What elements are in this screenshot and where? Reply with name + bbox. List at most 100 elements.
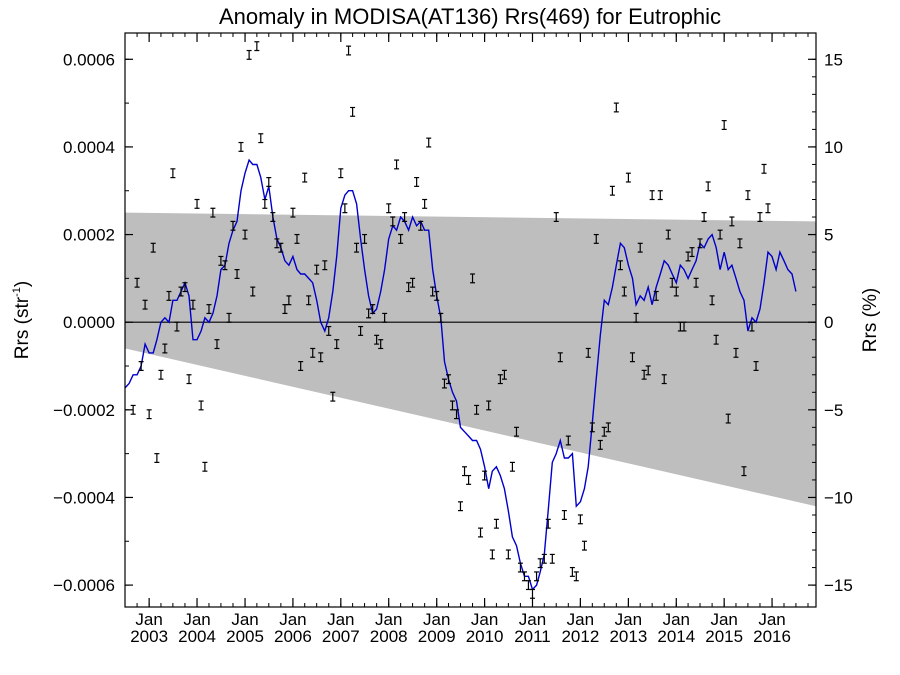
data-point-111 — [573, 571, 579, 582]
confidence-band — [125, 212, 816, 507]
data-point-21 — [214, 339, 220, 350]
x-tick-label-year: 2004 — [178, 627, 216, 646]
data-point-94 — [505, 549, 511, 560]
y-axis-label-main: Rrs (str — [12, 296, 33, 359]
x-tick-label-month: Jan — [710, 610, 737, 629]
data-point-139 — [685, 251, 691, 262]
data-point-68 — [402, 212, 408, 223]
data-point-132 — [657, 190, 663, 201]
data-point-32 — [258, 133, 264, 144]
x-tick-label-month: Jan — [423, 610, 450, 629]
data-point-147 — [717, 229, 723, 240]
data-point-138 — [681, 321, 687, 332]
data-point-24 — [226, 312, 232, 323]
data-point-31 — [254, 41, 260, 52]
data-point-29 — [246, 49, 252, 60]
data-point-18 — [202, 461, 208, 472]
data-point-101 — [534, 571, 540, 582]
x-tick-label-year: 2009 — [418, 627, 456, 646]
data-point-65 — [390, 216, 396, 227]
data-point-112 — [577, 514, 583, 525]
data-point-14 — [186, 374, 192, 385]
data-point-156 — [753, 361, 759, 371]
data-point-7 — [158, 369, 164, 380]
data-point-13 — [182, 282, 188, 293]
data-point-60 — [370, 304, 376, 315]
data-point-67 — [398, 233, 404, 244]
data-point-78 — [441, 378, 447, 389]
data-point-37 — [278, 242, 284, 253]
data-point-144 — [705, 181, 711, 192]
data-point-149 — [725, 413, 731, 424]
data-point-1 — [134, 277, 140, 288]
y-axis-label-close: ) — [12, 281, 33, 287]
data-point-158 — [761, 163, 767, 174]
data-point-103 — [541, 553, 547, 564]
data-point-44 — [306, 295, 312, 306]
band-layer — [125, 212, 816, 507]
data-point-120 — [609, 185, 615, 196]
data-point-56 — [354, 242, 360, 253]
data-point-81 — [454, 409, 460, 420]
data-point-5 — [150, 242, 156, 253]
data-point-159 — [765, 203, 771, 214]
data-point-110 — [569, 566, 575, 577]
data-point-23 — [222, 260, 228, 271]
data-point-154 — [745, 190, 751, 201]
running-mean-line — [124, 158, 797, 591]
data-point-133 — [661, 374, 667, 385]
data-point-39 — [286, 295, 292, 306]
x-tick-label-month: Jan — [519, 610, 546, 629]
x-tick-label-month: Jan — [231, 610, 258, 629]
data-point-96 — [513, 426, 519, 437]
x-tick-label-year: 2005 — [226, 627, 264, 646]
data-point-142 — [697, 238, 703, 249]
data-point-91 — [493, 518, 499, 529]
data-point-77 — [438, 312, 444, 323]
data-point-52 — [338, 168, 344, 179]
data-point-59 — [366, 308, 372, 319]
x-tick-label-year: 2013 — [609, 627, 647, 646]
y-axis-label-left: Rrs (str-1) — [11, 281, 33, 359]
data-point-136 — [673, 286, 679, 297]
data-point-6 — [154, 453, 160, 464]
data-point-17 — [198, 400, 204, 411]
chart-title: Anomaly in MODISA(AT136) Rrs(469) for Eu… — [219, 4, 721, 29]
data-point-53 — [342, 203, 348, 214]
x-tick-label-month: Jan — [567, 610, 594, 629]
y-tick-label-left: 0.0002 — [63, 226, 115, 245]
y-tick-label-right: −5 — [824, 401, 843, 420]
data-point-19 — [206, 304, 212, 315]
data-point-152 — [737, 238, 743, 249]
points-layer — [130, 41, 771, 599]
data-point-51 — [334, 339, 340, 350]
data-point-55 — [350, 106, 356, 117]
data-point-127 — [637, 242, 643, 253]
data-point-93 — [501, 369, 507, 380]
data-point-119 — [605, 422, 611, 433]
axes-layer: −0.0006 −0.0004 −0.0002 0.0000 0.0002 0.0004 0… — [53, 33, 853, 646]
x-tick-label-year: 2003 — [130, 627, 168, 646]
data-point-28 — [242, 229, 248, 240]
data-point-50 — [330, 391, 336, 402]
data-point-66 — [394, 159, 400, 170]
data-point-140 — [689, 247, 695, 258]
y-tick-label-right: 0 — [824, 313, 833, 332]
data-point-148 — [721, 120, 727, 130]
data-point-102 — [537, 558, 543, 569]
data-point-107 — [557, 352, 563, 363]
x-tick-label-month: Jan — [615, 610, 642, 629]
data-point-143 — [701, 212, 707, 223]
data-point-108 — [561, 510, 567, 520]
data-point-42 — [298, 361, 304, 371]
data-point-83 — [462, 466, 468, 477]
data-point-124 — [625, 172, 631, 183]
data-point-54 — [346, 45, 352, 56]
y-tick-label-left: −0.0002 — [53, 401, 115, 420]
x-tick-label-month: Jan — [327, 610, 354, 629]
data-point-69 — [406, 282, 412, 293]
data-point-105 — [549, 553, 555, 564]
data-point-62 — [378, 339, 384, 350]
data-point-88 — [482, 470, 488, 481]
